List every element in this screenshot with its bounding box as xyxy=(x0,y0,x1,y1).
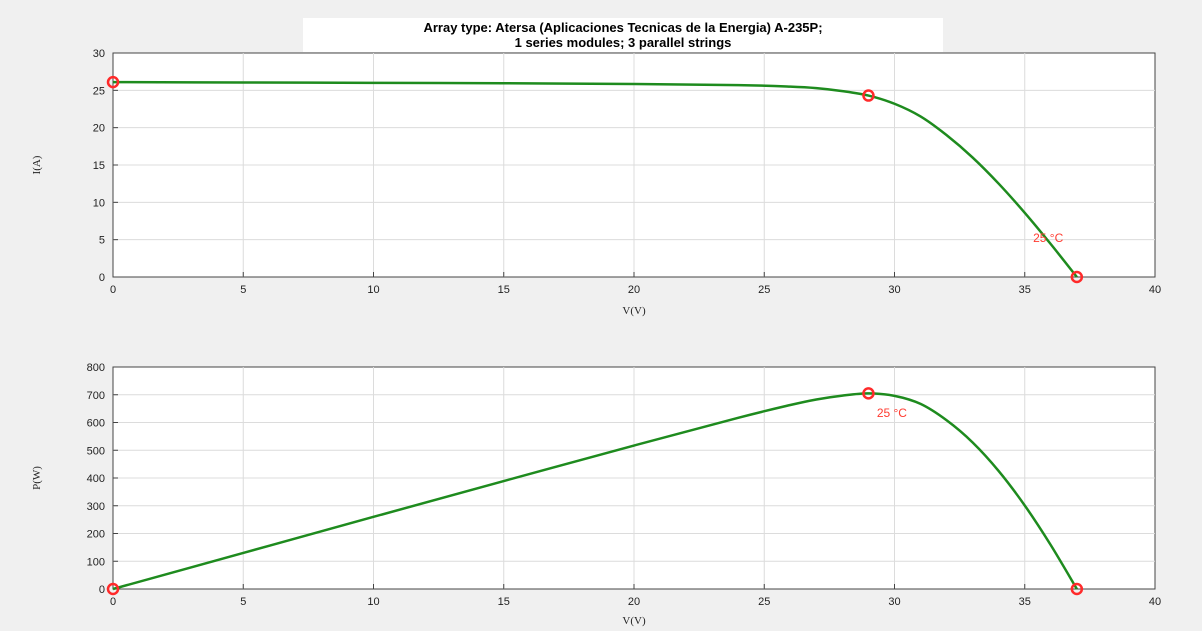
iv-x-tick-label: 20 xyxy=(628,284,640,296)
pv-y-axis-label: P(W) xyxy=(31,466,43,490)
title-box xyxy=(303,18,943,52)
iv-marker-point xyxy=(106,75,120,89)
pv-curve-plot: 0 5 10 15 20 25 30 35 40 0 100 200 300 400 500 600 700 8… xyxy=(31,362,1161,627)
iv-y-ticks: 0 5 10 15 20 25 30 xyxy=(93,48,118,284)
iv-y-axis-label: I(A) xyxy=(31,155,43,174)
pv-y-ticks: 0 100 200 300 400 500 600 700 800 xyxy=(87,362,118,596)
pv-y-tick-label: 300 xyxy=(87,501,105,513)
iv-x-ticks: 0 5 10 15 20 25 30 35 40 xyxy=(110,272,1161,296)
iv-x-tick-label: 10 xyxy=(367,284,379,296)
pv-x-tick-label: 0 xyxy=(110,596,116,608)
pv-x-tick-label: 30 xyxy=(888,596,900,608)
iv-y-tick-label: 20 xyxy=(93,123,105,135)
pv-x-tick-label: 5 xyxy=(240,596,246,608)
iv-x-axis-label: V(V) xyxy=(622,305,646,317)
pv-marker-point xyxy=(862,387,875,400)
chart-title-line-2: 1 series modules; 3 parallel strings xyxy=(515,35,732,50)
pv-x-tick-label: 10 xyxy=(367,596,379,608)
pv-markers xyxy=(106,387,1084,596)
pv-y-tick-label: 500 xyxy=(87,445,105,457)
iv-y-tick-label: 0 xyxy=(99,272,105,284)
iv-x-tick-label: 25 xyxy=(758,284,770,296)
pv-marker-point xyxy=(1070,582,1084,596)
iv-y-tick-label: 30 xyxy=(93,48,105,60)
pv-x-axis-label: V(V) xyxy=(622,615,646,627)
iv-y-tick-label: 25 xyxy=(93,85,105,97)
pv-y-tick-label: 100 xyxy=(87,556,105,568)
iv-x-tick-label: 35 xyxy=(1019,284,1031,296)
pv-grid xyxy=(113,367,1155,589)
pv-temperature-annotation: 25 °C xyxy=(877,406,907,420)
iv-marker-point xyxy=(862,89,875,102)
pv-y-tick-label: 0 xyxy=(99,584,105,596)
iv-x-tick-label: 5 xyxy=(240,284,246,296)
iv-y-tick-label: 10 xyxy=(93,197,105,209)
pv-y-tick-label: 800 xyxy=(87,362,105,374)
pv-x-tick-label: 40 xyxy=(1149,596,1161,608)
pv-x-tick-label: 35 xyxy=(1019,596,1031,608)
pv-y-tick-label: 600 xyxy=(87,418,105,430)
iv-x-tick-label: 30 xyxy=(888,284,900,296)
pv-y-tick-label: 200 xyxy=(87,529,105,541)
pv-marker-point xyxy=(106,582,120,596)
pv-x-tick-label: 25 xyxy=(758,596,770,608)
pv-x-tick-label: 20 xyxy=(628,596,640,608)
iv-markers xyxy=(106,75,1084,284)
pv-curve-line xyxy=(112,392,1078,591)
iv-y-tick-label: 5 xyxy=(99,235,105,247)
iv-curve-line xyxy=(112,80,1078,278)
pv-y-tick-label: 700 xyxy=(87,390,105,402)
chart-title-line-1: Array type: Atersa (Aplicaciones Tecnica… xyxy=(423,20,822,35)
iv-x-tick-label: 15 xyxy=(498,284,510,296)
iv-x-tick-label: 40 xyxy=(1149,284,1161,296)
pv-y-tick-label: 400 xyxy=(87,473,105,485)
iv-y-tick-label: 15 xyxy=(93,160,105,172)
pv-x-tick-label: 15 xyxy=(498,596,510,608)
iv-curve-plot: 0 5 10 15 20 25 30 35 40 0 5 10 15 20 25 30 25 °C V(V)… xyxy=(31,48,1161,317)
iv-marker-point xyxy=(1070,270,1084,284)
iv-x-tick-label: 0 xyxy=(110,284,116,296)
pv-x-ticks: 0 5 10 15 20 25 30 35 40 xyxy=(110,584,1161,608)
iv-temperature-annotation: 25 °C xyxy=(1033,231,1063,245)
